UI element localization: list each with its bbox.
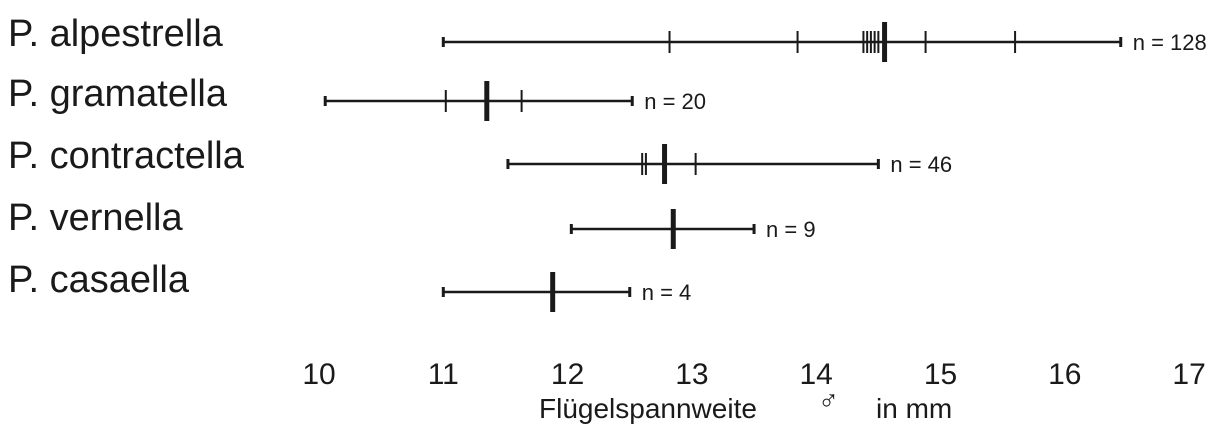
species-label-casaella: P. casaella [8, 259, 190, 301]
x-tick-label-12: 12 [551, 358, 584, 391]
range-row-gramatella: n = 20 [323, 81, 706, 121]
species-label-alpestrella: P. alpestrella [8, 13, 224, 55]
n-label-vernella: n = 9 [766, 217, 816, 242]
male-symbol: ♂ [818, 385, 839, 416]
x-axis-ticks: 10 11 12 13 14 15 16 17 [302, 358, 1205, 391]
range-row-contractella: n = 46 [506, 144, 952, 184]
x-tick-label-15: 15 [924, 358, 957, 391]
range-marks: n = 128 n = 20 n = 46 n = 9 n = 4 [323, 22, 1207, 312]
x-tick-label-11: 11 [428, 358, 459, 391]
range-row-casaella: n = 4 [441, 272, 692, 312]
x-tick-label-10: 10 [302, 358, 335, 391]
x-tick-label-13: 13 [675, 358, 708, 391]
n-label-casaella: n = 4 [642, 280, 692, 305]
species-labels: P. alpestrella P. gramatella P. contract… [8, 13, 245, 301]
n-label-gramatella: n = 20 [644, 89, 706, 114]
x-tick-label-17: 17 [1172, 358, 1205, 391]
n-label-contractella: n = 46 [890, 152, 952, 177]
x-tick-label-16: 16 [1048, 358, 1081, 391]
x-axis-unit-label: in mm [876, 393, 952, 424]
x-tick-label-14: 14 [800, 358, 833, 391]
species-label-contractella: P. contractella [8, 135, 245, 177]
range-row-vernella: n = 9 [569, 209, 816, 249]
species-label-vernella: P. vernella [8, 197, 184, 239]
species-label-gramatella: P. gramatella [8, 73, 228, 115]
n-label-alpestrella: n = 128 [1133, 30, 1207, 55]
x-axis-label: Flügelspannweite [539, 393, 757, 424]
range-row-alpestrella: n = 128 [441, 22, 1207, 62]
